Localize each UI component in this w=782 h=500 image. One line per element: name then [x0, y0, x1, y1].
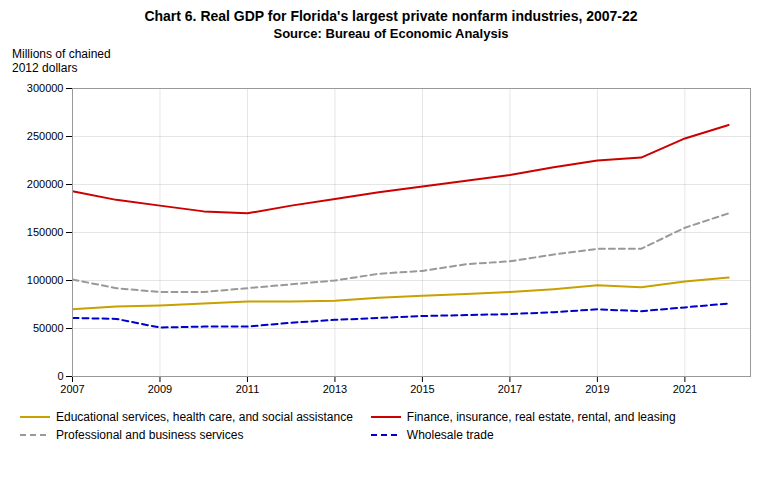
svg-text:2009: 2009: [148, 383, 172, 395]
svg-text:100000: 100000: [27, 274, 64, 286]
html-text:Source: Bureau of Economic Ana: Source: Bureau of Economic Analysis: [273, 26, 509, 41]
svg-text:2011: 2011: [236, 383, 260, 395]
svg-text:0: 0: [57, 370, 63, 382]
svg-text:2015: 2015: [410, 383, 434, 395]
svg-text:2013: 2013: [323, 383, 347, 395]
html-text:Professional and business serv: Professional and business services: [56, 427, 244, 442]
svg-text:250000: 250000: [27, 130, 64, 142]
svg-text:300000: 300000: [27, 82, 64, 94]
svg-text:2021: 2021: [673, 383, 697, 395]
svg-text:200000: 200000: [27, 178, 64, 190]
svg-text:150000: 150000: [27, 226, 64, 238]
html-text:Finance, insurance, real estat: Finance, insurance, real estate, rental,…: [406, 409, 676, 424]
html-text:Educational services, health c: Educational services, health care, and s…: [56, 409, 353, 424]
html-text:Chart 6. Real GDP for Florida': Chart 6. Real GDP for Florida's largest …: [144, 8, 638, 24]
html-text:Millions of chained 2012 dolla: Millions of chained 2012 dollars: [12, 47, 111, 76]
svg-text:50000: 50000: [33, 322, 64, 334]
html-text:Wholesale trade: Wholesale trade: [406, 427, 494, 442]
svg-text:2019: 2019: [585, 383, 609, 395]
svg-text:2007: 2007: [60, 383, 84, 395]
svg-text:2017: 2017: [498, 383, 522, 395]
